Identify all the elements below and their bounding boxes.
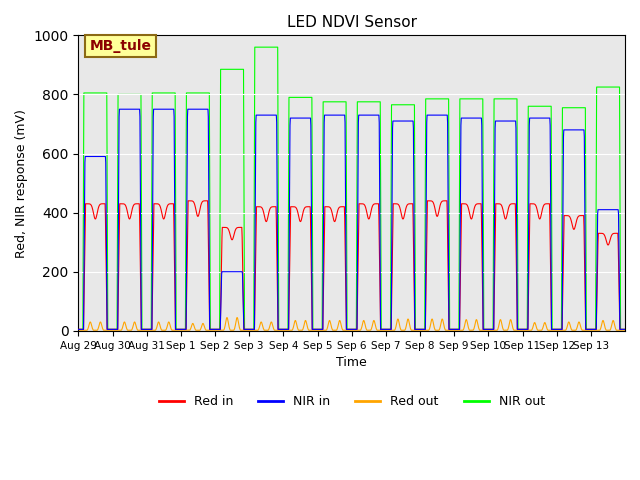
Y-axis label: Red, NIR response (mV): Red, NIR response (mV) [15,108,28,257]
Legend: Red in, NIR in, Red out, NIR out: Red in, NIR in, Red out, NIR out [154,390,550,413]
Text: MB_tule: MB_tule [90,39,151,53]
X-axis label: Time: Time [337,356,367,369]
Title: LED NDVI Sensor: LED NDVI Sensor [287,15,417,30]
